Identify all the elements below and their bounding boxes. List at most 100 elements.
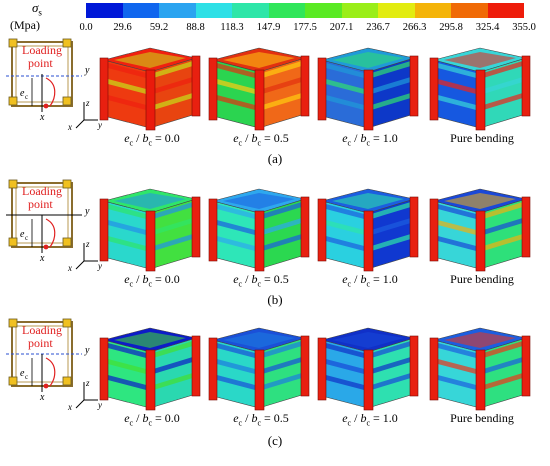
corner-column	[62, 38, 72, 48]
right-stiffener-band	[368, 92, 414, 111]
loading-label-line1: Loading	[22, 184, 62, 198]
corner-column	[62, 96, 72, 106]
case-label: ec / bc = 0.5	[233, 272, 289, 289]
right-stiffener-band	[368, 340, 414, 359]
load-path-curve	[45, 218, 56, 248]
left-stiffener-band	[213, 235, 259, 252]
left-stiffener-band	[322, 342, 368, 359]
model-top-inner	[114, 193, 186, 209]
corner-column	[8, 237, 18, 247]
colorbar-tick-label: 295.8	[439, 22, 463, 33]
right-stiffener-band	[259, 76, 305, 95]
right-stiffener-band	[259, 356, 305, 375]
loading-label-line1: Loading	[22, 323, 62, 337]
model-corner-column-left	[208, 337, 218, 401]
case-label: ec / bc = 0.0	[124, 411, 180, 428]
corner-column	[8, 96, 18, 106]
left-stiffener-band	[104, 358, 150, 375]
model-corner-column-front	[145, 210, 156, 272]
coordinate-triad: z y x	[67, 98, 102, 132]
contour-model-panel	[317, 188, 419, 272]
contour-model-panel	[99, 47, 201, 131]
model-corner-column-left	[208, 198, 218, 262]
fe-contour-model	[429, 47, 531, 131]
loading-point-marker	[43, 244, 49, 250]
model-corner-column-left	[429, 337, 439, 401]
left-stiffener-band	[104, 78, 150, 95]
left-stiffener-band	[213, 78, 259, 95]
model-corner-column-front	[475, 210, 486, 272]
left-stiffener-band	[434, 342, 480, 359]
model-corner-column-left	[429, 198, 439, 262]
case-label: Pure bending	[450, 411, 514, 425]
model-corner-column-left	[208, 57, 218, 121]
coordinate-triad: z y x	[67, 239, 102, 273]
colorbar-ticks: 0.0 29.6 59.2 88.8 118.3 147.9 177.5 207.1 236.7…	[79, 22, 535, 36]
left-stiffener-band	[213, 342, 259, 359]
colorbar-segment	[414, 3, 451, 18]
axis-x-label: x	[39, 253, 45, 264]
model-corner-column-left	[99, 198, 109, 262]
contour-model-panel	[429, 47, 531, 131]
triad-x-label: x	[67, 122, 72, 132]
model-corner-column-front	[363, 349, 374, 411]
right-stiffener-band	[150, 356, 196, 375]
model-top-inner	[444, 193, 516, 209]
left-stiffener-band	[213, 62, 259, 79]
triad-x-label: x	[67, 402, 72, 412]
model-corner-column-right	[191, 55, 201, 117]
model-corner-column-front	[145, 69, 156, 131]
right-stiffener-band	[480, 92, 526, 111]
model-corner-column-right	[409, 196, 419, 258]
fe-contour-model	[99, 188, 201, 272]
colorbar-segment	[268, 3, 305, 18]
fe-contour-model	[317, 47, 419, 131]
fe-contour-model	[429, 188, 531, 272]
model-corner-column-right	[409, 335, 419, 397]
model-corner-column-left	[317, 57, 327, 121]
fe-contour-model	[429, 327, 531, 411]
colorbar-segment	[232, 3, 269, 18]
left-stiffener-band	[434, 235, 480, 252]
load-path-curve	[45, 77, 56, 107]
left-stiffener-band	[104, 94, 150, 111]
axis-y-label: y	[84, 65, 90, 76]
model-corner-column-right	[409, 55, 419, 117]
contour-model-panel	[429, 327, 531, 411]
legend-unit: (Mpa)	[10, 18, 40, 32]
model-corner-column-right	[521, 55, 531, 117]
model-corner-column-right	[191, 335, 201, 397]
right-stiffener-band	[368, 372, 414, 391]
right-stiffener-band	[150, 340, 196, 359]
model-top-inner	[332, 193, 404, 209]
corner-column	[62, 179, 72, 189]
model-top-inner	[223, 193, 295, 209]
right-stiffener-band	[368, 233, 414, 252]
model-corner-column-left	[317, 337, 327, 401]
corner-column	[62, 376, 72, 386]
corner-column	[8, 38, 18, 48]
left-stiffener-band	[322, 203, 368, 220]
loading-label-line1: Loading	[22, 43, 62, 57]
model-corner-column-front	[475, 69, 486, 131]
subfigure-label: (a)	[267, 151, 283, 166]
left-stiffener-band	[104, 62, 150, 79]
right-stiffener-band	[368, 76, 414, 95]
model-top-inner	[332, 332, 404, 348]
model-corner-column-right	[521, 335, 531, 397]
right-stiffener-band	[150, 60, 196, 79]
triad-y-label: y	[97, 120, 102, 130]
right-stiffener-band	[259, 340, 305, 359]
model-corner-column-right	[300, 55, 310, 117]
loading-label-line2: point	[28, 56, 53, 70]
loading-label-line2: point	[28, 336, 53, 350]
colorbar-tick-label: 236.7	[366, 22, 390, 33]
model-corner-column-front	[254, 210, 265, 272]
model-corner-column-right	[300, 196, 310, 258]
left-stiffener-band	[322, 235, 368, 252]
colorbar-segment	[305, 3, 342, 18]
right-stiffener-band	[150, 233, 196, 252]
axis-y-label: y	[84, 345, 90, 356]
